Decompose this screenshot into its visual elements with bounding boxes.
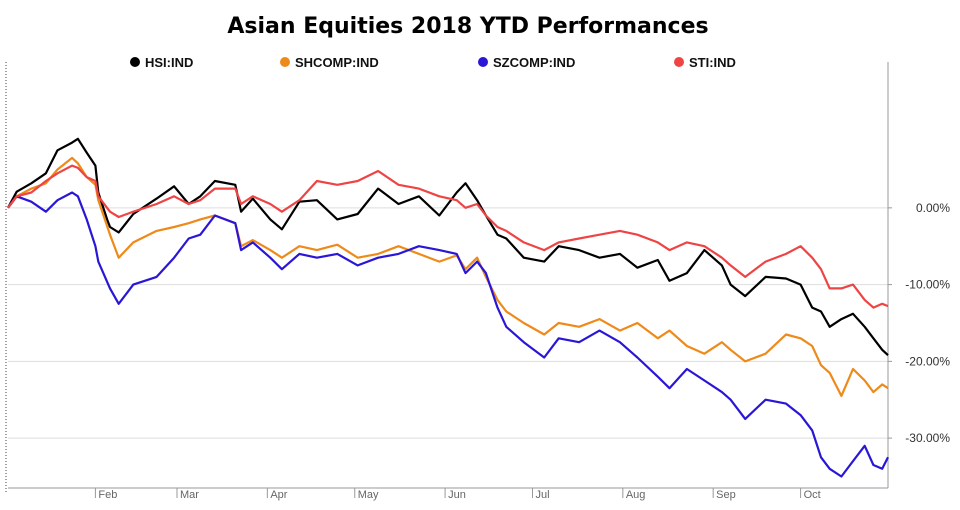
x-tick-label: May — [358, 489, 379, 501]
series-line-shcomp-ind — [7, 156, 889, 397]
x-tick-label: Aug — [626, 489, 646, 501]
series-line-szcomp-ind — [7, 191, 889, 478]
legend-label: HSI:IND — [145, 55, 193, 70]
legend: HSI:IND SHCOMP:IND SZCOMP:IND STI:IND — [130, 55, 736, 70]
x-tick-label: Mar — [180, 489, 199, 501]
y-tick-label: -10.00% — [905, 278, 950, 292]
x-axis: Feb Mar Apr May Jun Jul Aug Sep Oct — [8, 487, 888, 501]
x-tick-label: Jul — [536, 489, 550, 501]
legend-label: SHCOMP:IND — [295, 55, 379, 70]
chart-title: Asian Equities 2018 YTD Performances — [227, 14, 708, 39]
x-tick-label: Feb — [98, 489, 117, 501]
y-axis: 0.00% -10.00% -20.00% -30.00% — [887, 62, 950, 488]
y-tick-label: 0.00% — [916, 201, 950, 215]
x-tick-label: Oct — [804, 489, 821, 501]
gridlines — [8, 207, 888, 439]
series-line-sti-ind — [7, 164, 889, 309]
series-lines — [7, 137, 889, 478]
legend-label: STI:IND — [689, 55, 736, 70]
legend-marker — [478, 57, 488, 67]
series-line-hsi-ind — [7, 137, 889, 357]
y-tick-label: -20.00% — [905, 354, 950, 368]
legend-label: SZCOMP:IND — [493, 55, 575, 70]
legend-marker — [674, 57, 684, 67]
legend-marker — [280, 57, 290, 67]
x-tick-label: Jun — [448, 489, 466, 501]
x-tick-label: Sep — [716, 489, 736, 501]
x-tick-label: Apr — [270, 489, 287, 501]
legend-marker — [130, 57, 140, 67]
y-tick-label: -30.00% — [905, 431, 950, 445]
